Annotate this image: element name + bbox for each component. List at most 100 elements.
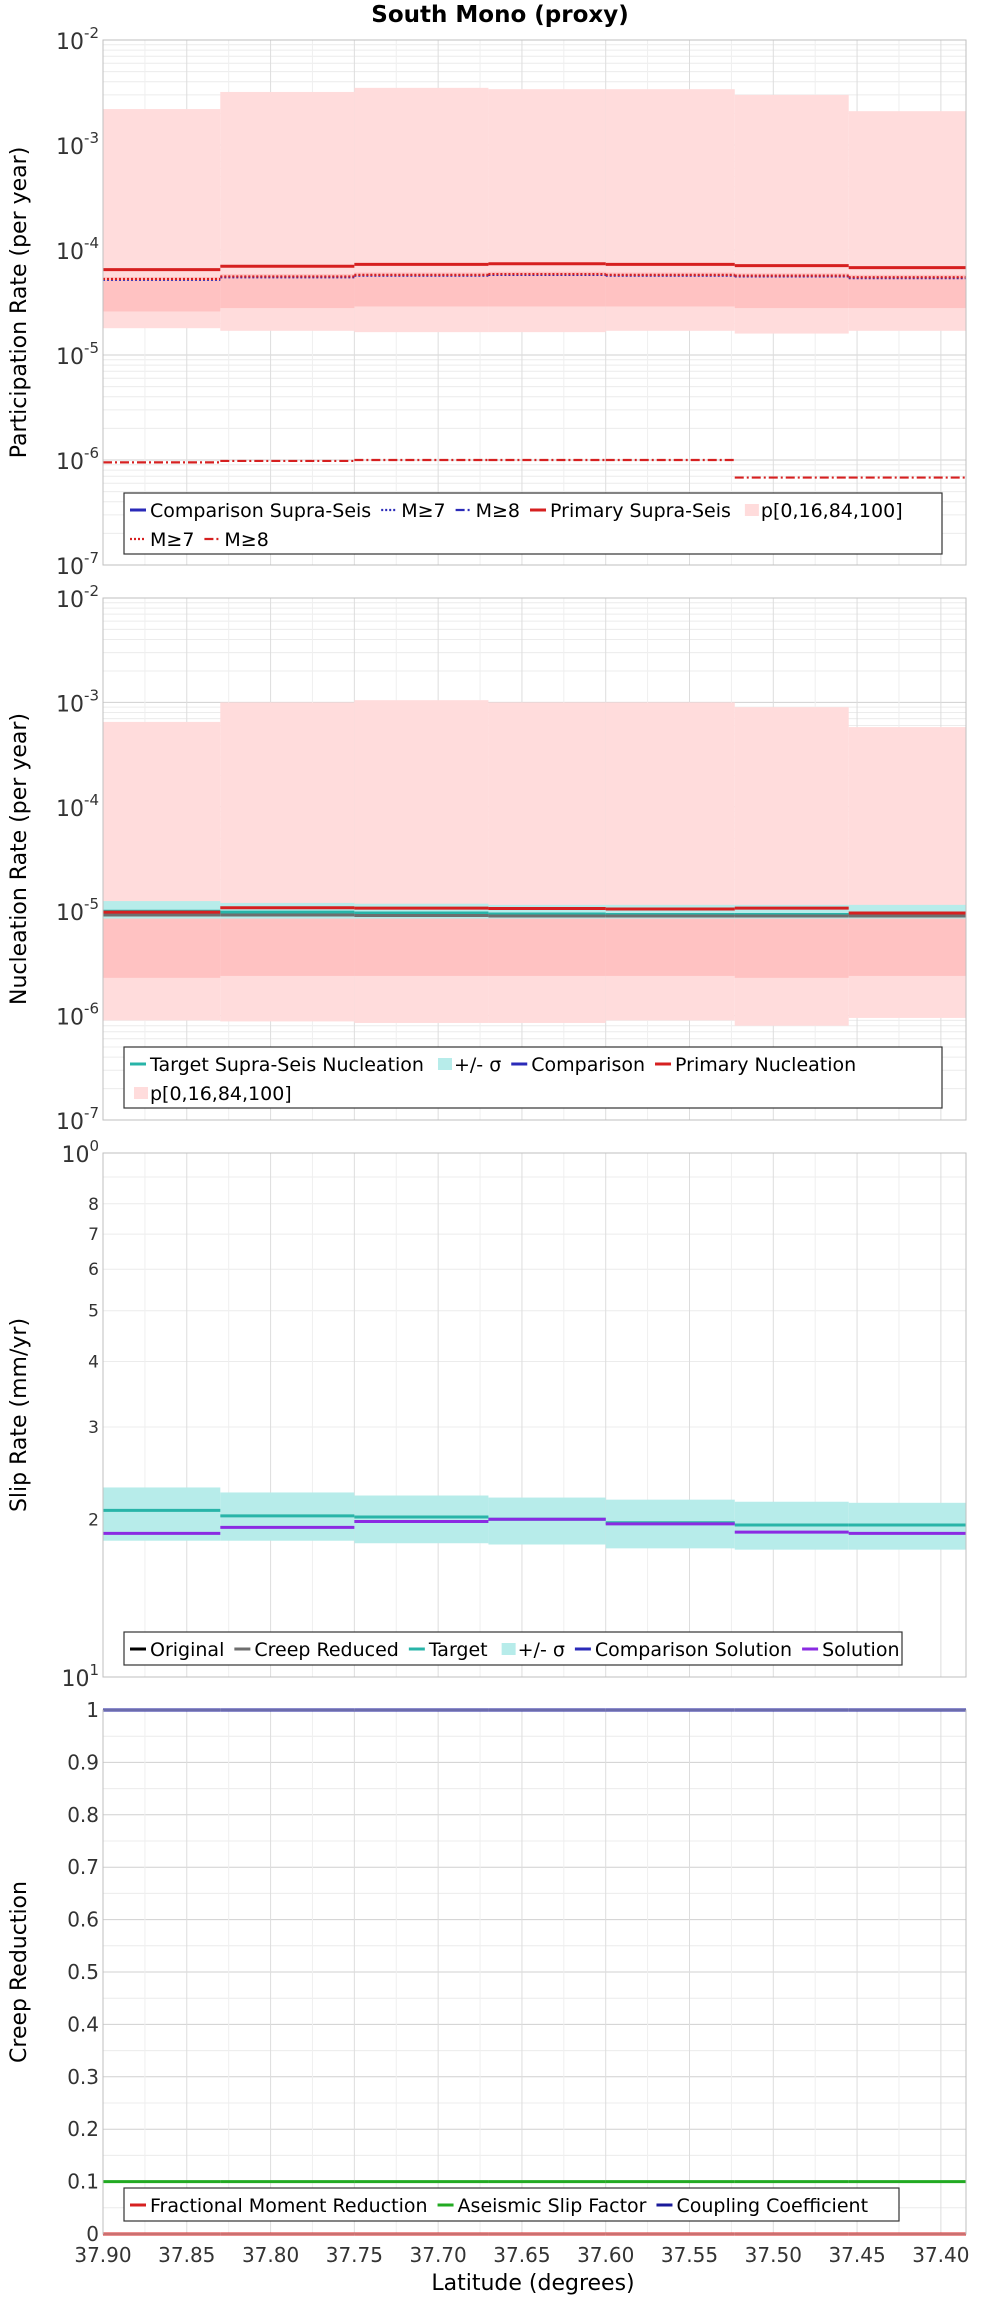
legend-item: Comparison [511,1054,645,1076]
legend-swatch [437,1058,452,1070]
legend-label: Target Supra-Seis Nucleation [149,1054,424,1076]
series-solution [103,1517,966,1535]
series-comparison [103,913,966,918]
legend-label: Creep Reduced [254,1639,398,1661]
x-tick-label: 37.70 [410,2243,467,2267]
legend-item: Primary Supra-Seis [530,500,731,522]
legend: Comparison Supra-Seis M≥7 M≥8 Primary Supra… [123,492,943,555]
percentile-band-inner [103,918,221,978]
percentile-band-inner [354,918,489,976]
slip-rate-panel: 100 8 7 6 5 4 3 2 101 Slip Rate (mm/yr) Original Cr… [7,1137,967,1692]
y-tick-label: 101 [61,1661,99,1692]
y-tick-label: 10-6 [56,444,99,475]
x-axis-label: Latitude (degrees) [431,2271,634,2296]
creep-reduction-panel: 1 0.9 0.8 0.7 0.6 0.5 0.4 0.3 0.2 0.1 0 Creep Reduc… [7,1698,967,2246]
x-tick-label: 37.75 [326,2243,383,2267]
legend: Target Supra-Seis Nucleation +/- σ Compari… [123,1046,943,1109]
y-tick-label: 0.5 [67,1960,99,1984]
legend-label: Comparison Solution [595,1639,792,1661]
x-tick-labels: 37.90 37.85 37.80 37.75 37.70 37.65 37.60 37.55… [74,2243,969,2267]
percentile-band-inner [605,918,735,976]
legend-label: Original [150,1639,224,1661]
series-primary-nucleation [103,906,966,915]
legend-label: p[0,16,84,100] [150,1083,292,1105]
legend-label: Aseismic Slip Factor [458,2195,647,2217]
legend-item: +/- σ [501,1639,565,1661]
legend-label: +/- σ [454,1054,501,1076]
legend-label: Primary Supra-Seis [550,500,731,522]
legend-label: Solution [822,1639,899,1661]
legend-label: M≥7 [150,529,194,551]
y-tick-label: 0.1 [67,2170,99,2194]
y-tick-label: 0 [86,2222,99,2246]
legend-box [123,1046,943,1109]
y-tick-label: 0.6 [67,1908,99,1932]
y-axis-label: Slip Rate (mm/yr) [7,1318,32,1512]
legend-item: M≥8 [455,500,520,522]
legend-item: p[0,16,84,100] [744,500,903,522]
percentile-band-inner [605,272,735,307]
percentile-band-inner [220,274,355,309]
plot-border [102,1709,967,2235]
y-tick-label: 5 [88,1302,99,1322]
x-tick-label: 37.55 [661,2243,718,2267]
legend: Fractional Moment Reduction Aseismic Slip… [123,2187,900,2222]
y-tick-label: 1 [86,1698,99,1722]
series-primary-m-7 [103,272,966,281]
y-tick-label: 0.2 [67,2117,99,2141]
x-tick-label: 37.60 [577,2243,634,2267]
y-axis-label: Participation Rate (per year) [7,147,32,459]
legend-item: Target Supra-Seis Nucleation [130,1054,424,1076]
percentile-band-inner [220,918,355,976]
x-tick-label: 37.80 [242,2243,299,2267]
legend-label: Primary Nucleation [675,1054,856,1076]
y-tick-label: 0.9 [67,1750,99,1774]
y-tick-label: 10-7 [56,1104,99,1135]
percentile-band-inner [734,273,849,309]
gridlines [102,1709,966,2235]
legend-item: Solution [802,1639,900,1661]
y-tick-label: 10-5 [56,339,99,370]
y-tick-label: 0.8 [67,1803,99,1827]
plot-area [103,1153,966,1677]
y-tick-label: 10-4 [56,791,99,822]
y-axis-label: Nucleation Rate (per year) [7,713,32,1005]
percentile-band-inner [734,918,849,978]
legend-label: M≥8 [224,529,268,551]
legend-label: Comparison [531,1054,645,1076]
participation-rate-panel: 10-2 10-3 10-4 10-5 10-6 10-7 Participation Ra… [7,24,967,580]
legend: Original Creep Reduced Target +/- σ Comparis… [123,1631,903,1666]
plot-border [102,597,967,1121]
legend-label: p[0,16,84,100] [761,500,903,522]
legend-item: Coupling Coefficient [656,2195,868,2217]
legend-box [123,492,943,555]
y-tick-label: 10-3 [56,686,99,717]
nucleation-rate-panel: 10-2 10-3 10-4 10-5 10-6 10-7 Nucleation Rate … [7,582,967,1135]
legend-item: Primary Nucleation [655,1054,856,1076]
x-tick-label: 37.90 [74,2243,131,2267]
legend-item: Aseismic Slip Factor [437,2195,647,2217]
x-tick-label: 37.45 [828,2243,885,2267]
y-tick-label: 10-5 [56,895,99,926]
percentile-band-inner [354,272,489,307]
series-primary-supra-seis [103,262,966,272]
y-tick-label: 10-4 [56,234,99,265]
y-tick-label: 10-3 [56,129,99,160]
legend-item: Fractional Moment Reduction [130,2195,428,2217]
chart-title: South Mono (proxy) [371,2,628,28]
legend-item: M≥8 [204,529,269,551]
legend-item: Comparison Solution [574,1639,792,1661]
legend-swatch [134,1087,148,1099]
legend-box [123,2187,900,2222]
y-tick-label: 8 [88,1195,99,1215]
y-tick-label: 0.4 [67,2012,99,2036]
legend-item: Creep Reduced [234,1639,399,1661]
legend-label: Fractional Moment Reduction [150,2195,428,2217]
legend-item: +/- σ [437,1054,501,1076]
y-tick-label: 100 [61,1137,99,1168]
legend-item: M≥7 [130,529,194,551]
legend-item: Original [130,1639,224,1661]
legend-label: Target [428,1639,488,1661]
legend-swatch [744,504,759,516]
